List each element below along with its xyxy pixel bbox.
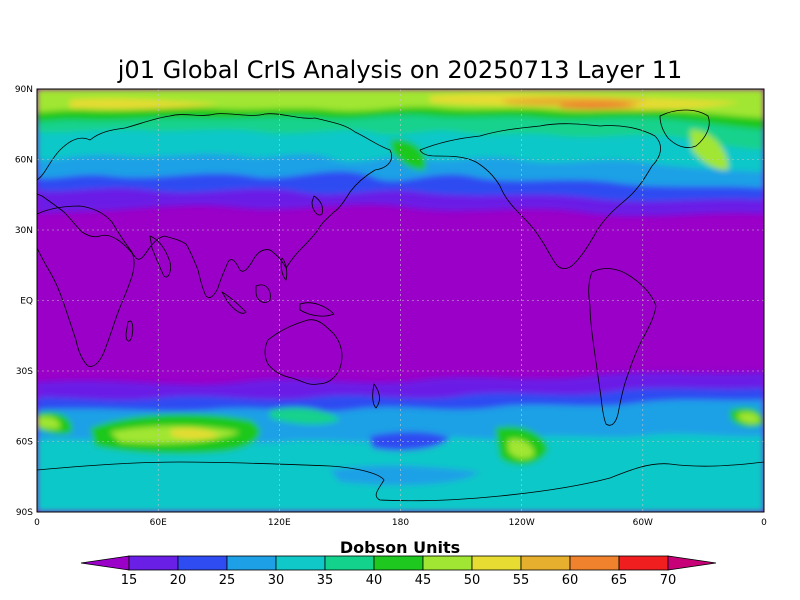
lon-tick-label: 0 [761, 518, 767, 528]
lon-tick-label: 180 [392, 518, 409, 528]
coastline-sumatra [221, 291, 247, 314]
colorbar-level-label: 30 [268, 573, 285, 588]
colorbar-level-label: 45 [415, 573, 432, 588]
lat-tick-label: 60N [15, 156, 33, 166]
nh-band-65 [560, 101, 640, 110]
lat-axis: 90N 60N 30N EQ 30S 60S 90S [15, 85, 33, 518]
plot-frame [36, 88, 765, 513]
colorbar-level-label: 15 [121, 573, 138, 588]
nh-green-lobe-east [690, 129, 729, 171]
coastline-philippines [280, 257, 288, 281]
colorbar-level-label: 20 [170, 573, 187, 588]
lat-tick-label: 30S [16, 367, 33, 377]
colorbar: 15 20 25 30 35 40 45 50 55 60 65 70 [80, 555, 717, 588]
coastline-new-zealand [372, 383, 380, 409]
colorbar-swatch [226, 555, 277, 571]
colorbar-level-label: 50 [464, 573, 481, 588]
coastline-south-america [588, 268, 657, 426]
coastline-madagascar [125, 320, 134, 342]
sh-blob-55-indian [170, 428, 220, 439]
colorbar-swatch [618, 555, 669, 571]
colorbar-level-label: 35 [317, 573, 334, 588]
colorbar-swatch [177, 555, 228, 571]
lon-tick-label: 0 [34, 518, 40, 528]
coastline-japan [311, 195, 323, 216]
colorbar-level-label: 65 [611, 573, 628, 588]
nh-green-lobe-west [390, 139, 426, 171]
colorbar-swatch [128, 555, 179, 571]
colorbar-level-label: 60 [562, 573, 579, 588]
lat-tick-label: 90N [15, 85, 33, 95]
coastline-north-america [419, 123, 661, 269]
plot-area [37, 89, 764, 512]
colorbar-arrow-low [80, 555, 130, 571]
sh-blob-50-pacific [508, 438, 535, 459]
coastline-antarctica [37, 461, 764, 502]
coastline-borneo [255, 284, 271, 303]
sh-blob-40-aus [270, 407, 340, 425]
coastline-india [149, 235, 171, 278]
lon-tick-label: 120E [268, 518, 291, 528]
colorbar-level-label: 70 [660, 573, 677, 588]
lon-tick-label: 60W [633, 518, 653, 528]
coastline-australia [264, 319, 343, 385]
coastline-new-guinea [299, 302, 335, 317]
colorbar-swatch [324, 555, 375, 571]
colorbar-level-label: 55 [513, 573, 530, 588]
lon-tick-label: 120W [509, 518, 535, 528]
lat-tick-label: 60S [16, 438, 33, 448]
coastline-eurasia [37, 113, 392, 298]
map-title: j01 Global CrIS Analysis on 20250713 Lay… [117, 56, 683, 84]
colorbar-arrow-high [667, 555, 717, 571]
colorbar-swatch [520, 555, 571, 571]
lon-axis: 0 60E 120E 180 120W 60W 0 [34, 518, 767, 528]
graticule [37, 89, 764, 512]
coastlines [37, 109, 764, 502]
colorbar-level-label: 40 [366, 573, 383, 588]
lat-tick-label: 90S [16, 508, 33, 518]
colorbar-swatch [275, 555, 326, 571]
sh-blob-50-atlantic [738, 412, 760, 424]
colorbar-swatch [569, 555, 620, 571]
lat-tick-label: EQ [20, 297, 33, 307]
coastline-greenland [659, 109, 710, 148]
sh-blob-30-antarctic [330, 465, 480, 486]
coastline-africa [37, 205, 135, 367]
colorbar-title: Dobson Units [340, 538, 460, 557]
lon-tick-label: 60E [150, 518, 167, 528]
colorbar-swatch [373, 555, 424, 571]
sh-blob-25-pacific [370, 431, 450, 451]
lat-tick-label: 30N [15, 226, 33, 236]
colorbar-swatch [422, 555, 473, 571]
colorbar-level-label: 25 [219, 573, 236, 588]
colorbar-swatch [471, 555, 522, 571]
sh-blob-50-west [37, 416, 61, 429]
